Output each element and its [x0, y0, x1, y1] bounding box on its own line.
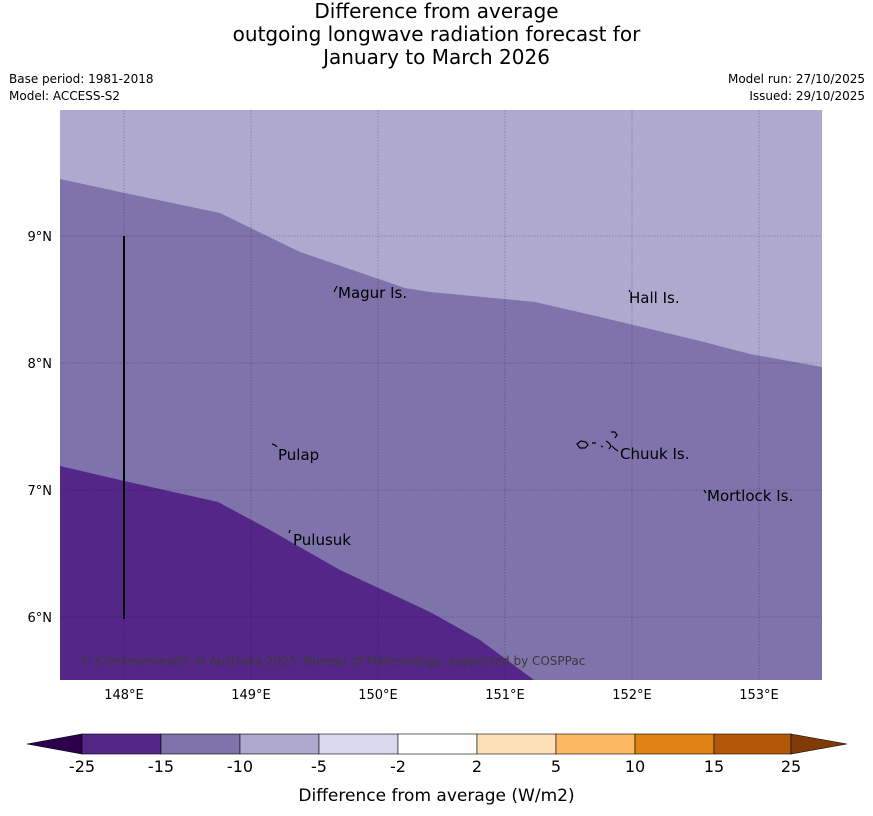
lat-label-9n: 9°N	[28, 230, 53, 245]
colorbar-tick: 15	[704, 757, 724, 776]
colorbar-tick: -15	[148, 757, 174, 776]
copyright-notice: © Commonwealth of Australia 2025, Bureau…	[80, 654, 585, 668]
place-label-magur: Magur Is.	[338, 284, 407, 302]
place-label-chuuk: Chuuk Is.	[620, 445, 689, 463]
colorbar-tick: 2	[472, 757, 482, 776]
colorbar-tick: -10	[227, 757, 253, 776]
lat-label-8n: 8°N	[28, 357, 53, 372]
colorbar-segment-3	[239, 733, 320, 755]
pulusuk-island-outline	[288, 529, 291, 534]
place-label-pulusuk: Pulusuk	[293, 531, 351, 549]
colorbar-segment-5	[397, 733, 478, 755]
colorbar-segment-4	[318, 733, 399, 755]
lon-label-153e: 153°E	[739, 688, 779, 703]
colorbar	[26, 733, 848, 755]
island-outlines	[271, 285, 707, 534]
colorbar-tick: -5	[311, 757, 327, 776]
place-label-hall: Hall Is.	[629, 289, 680, 307]
chuuk-island-outline	[576, 431, 619, 452]
shade-below-minus25	[60, 466, 534, 680]
title-line-1: Difference from average	[314, 0, 559, 23]
colorbar-over-triangle	[790, 733, 848, 755]
lon-label-150e: 150°E	[358, 688, 398, 703]
place-label-mortlock: Mortlock Is.	[707, 487, 793, 505]
magur-island-outline	[333, 285, 338, 293]
colorbar-tick: 5	[551, 757, 561, 776]
colorbar-segment-8	[634, 733, 715, 755]
lon-label-149e: 149°E	[231, 688, 271, 703]
lon-label-151e: 151°E	[485, 688, 525, 703]
mortlock-island-outline	[703, 489, 707, 494]
latitude-labels: 9°N 8°N 7°N 6°N	[28, 230, 53, 626]
colorbar-segment-6	[476, 733, 557, 755]
colorbar-tick: 25	[781, 757, 801, 776]
base-period: Base period: 1981-2018	[9, 72, 154, 86]
title-line-3: January to March 2026	[323, 45, 550, 69]
lat-label-7n: 7°N	[28, 484, 53, 499]
lon-label-148e: 148°E	[104, 688, 144, 703]
colorbar-segment-1	[81, 733, 162, 755]
colorbar-segment-9	[713, 733, 792, 755]
colorbar-tick: 10	[625, 757, 645, 776]
colorbar-label: Difference from average (W/m2)	[298, 786, 575, 806]
issued-date: Issued: 29/10/2025	[749, 89, 865, 103]
colorbar-segment-7	[555, 733, 636, 755]
model-name: Model: ACCESS-S2	[9, 89, 121, 103]
meta-right: Model run: 27/10/2025 Issued: 29/10/2025	[728, 71, 865, 105]
title-line-2: outgoing longwave radiation forecast for	[232, 22, 641, 46]
chart-title: Difference from average outgoing longwav…	[0, 0, 873, 69]
colorbar-ticks: -25 -15 -10 -5 -2 2 5 10 15 25	[69, 757, 801, 776]
place-labels: Magur Is. Hall Is. Pulap Chuuk Is. Mortl…	[278, 284, 793, 549]
pulap-island-outline	[271, 443, 278, 448]
colorbar-under-triangle	[26, 733, 83, 755]
hall-island-outline	[628, 289, 631, 293]
meta-left: Base period: 1981-2018 Model: ACCESS-S2	[9, 71, 154, 105]
colorbar-segment-2	[160, 733, 241, 755]
model-run: Model run: 27/10/2025	[727, 72, 865, 86]
place-label-pulap: Pulap	[278, 446, 319, 464]
lat-label-6n: 6°N	[28, 611, 53, 626]
colorbar-tick: -2	[390, 757, 406, 776]
longitude-labels: 148°E 149°E 150°E 151°E 152°E 153°E	[104, 688, 779, 703]
lon-label-152e: 152°E	[612, 688, 652, 703]
colorbar-tick: -25	[69, 757, 95, 776]
map-area[interactable]: Magur Is. Hall Is. Pulap Chuuk Is. Mortl…	[60, 110, 822, 680]
